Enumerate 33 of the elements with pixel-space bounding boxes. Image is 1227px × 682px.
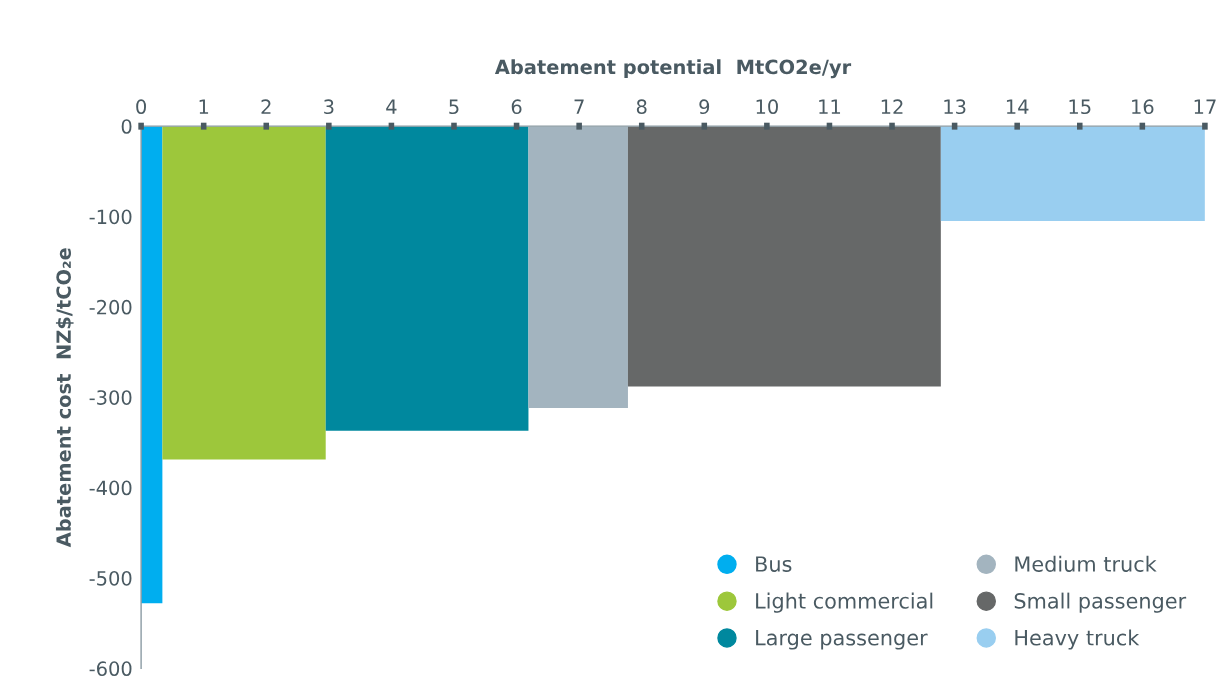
y-tick-label: -300: [89, 390, 132, 405]
x-tick-label: 5: [449, 99, 459, 115]
x-tick-label: 4: [386, 99, 397, 114]
y-tick-label: 0: [121, 119, 132, 134]
x-tick-label: 17: [1194, 99, 1216, 114]
x-tick-label: 14: [1006, 99, 1029, 114]
y-tick-label: -500: [89, 570, 132, 586]
x-tick-label: 13: [944, 99, 966, 115]
x-tick-label: 2: [261, 99, 271, 114]
y-tick-label: -400: [89, 480, 132, 496]
y-tick-label: -100: [89, 209, 132, 225]
legend-label: Bus: [756, 556, 792, 572]
legend-label: Light commercial: [756, 592, 933, 613]
x-tick-label: 0: [136, 99, 146, 115]
x-tick-label: 8: [636, 99, 647, 115]
legend-label: Heavy truck: [1015, 629, 1140, 650]
y-tick-label: -600: [89, 661, 132, 677]
x-axis-title: Abatement potential MtCO2e/yr: [494, 59, 852, 79]
x-tick-label: 16: [1132, 99, 1154, 115]
legend-label: Large passenger: [756, 630, 928, 650]
x-tick-label: 3: [324, 99, 334, 115]
x-tick-label: 12: [881, 99, 903, 114]
x-tick-label: 1: [199, 99, 209, 114]
x-tick-label: 9: [699, 99, 710, 115]
x-tick-label: 15: [1069, 99, 1091, 115]
y-axis-title: Abatement cost NZ$/tCO₂e: [55, 248, 74, 548]
x-tick-label: 11: [819, 99, 841, 114]
x-tick-label: 6: [511, 99, 522, 115]
legend-label: Medium truck: [1015, 555, 1157, 572]
x-tick-label: 7: [574, 99, 584, 114]
y-tick-label: -200: [89, 299, 132, 315]
x-tick-label: 10: [756, 99, 778, 115]
legend-label: Small passenger: [1014, 592, 1187, 613]
